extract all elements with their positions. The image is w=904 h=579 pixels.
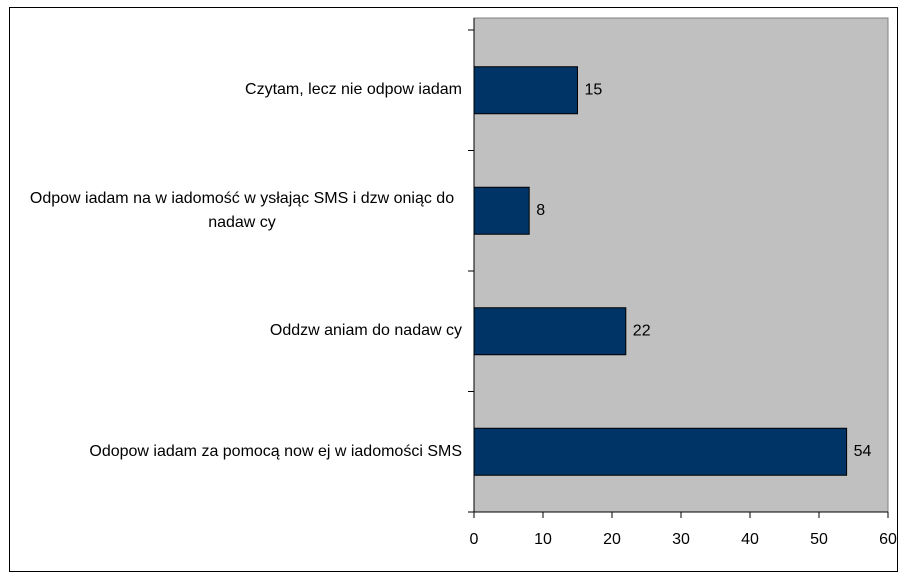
data-label: 22 [633,322,651,339]
x-tick-label: 0 [470,531,479,548]
y-tick-label: Oddzw aniam do nadaw cy [269,322,462,340]
y-tick-label-box: Oddzw aniam do nadaw cy [270,281,462,381]
data-label: 54 [854,443,872,460]
x-tick-label: 60 [879,531,897,548]
data-label: 15 [585,81,603,98]
y-tick-label-box: Czytam, lecz nie odpow iadam [245,40,462,140]
y-tick-label-box: Odopow iadam za pomocą now ej w iadomośc… [89,402,462,502]
bar [473,307,627,356]
y-tick-label: Odpow iadam na w iadomość w ysłając SMS … [29,189,455,231]
x-tick-label: 30 [672,531,690,548]
x-tick-label: 10 [534,531,552,548]
x-tick-label: 20 [603,531,621,548]
y-tick-label-box: Odpow iadam na w iadomość w ysłając SMS … [22,161,462,261]
bar [473,66,578,115]
y-tick-label: Odopow iadam za pomocą now ej w iadomośc… [89,442,462,460]
bar [473,186,530,235]
bar [473,427,848,476]
x-tick-label: 50 [810,531,828,548]
y-tick-label: Czytam, lecz nie odpow iadam [245,81,462,99]
x-tick-label: 40 [741,531,759,548]
data-label: 8 [536,202,545,219]
